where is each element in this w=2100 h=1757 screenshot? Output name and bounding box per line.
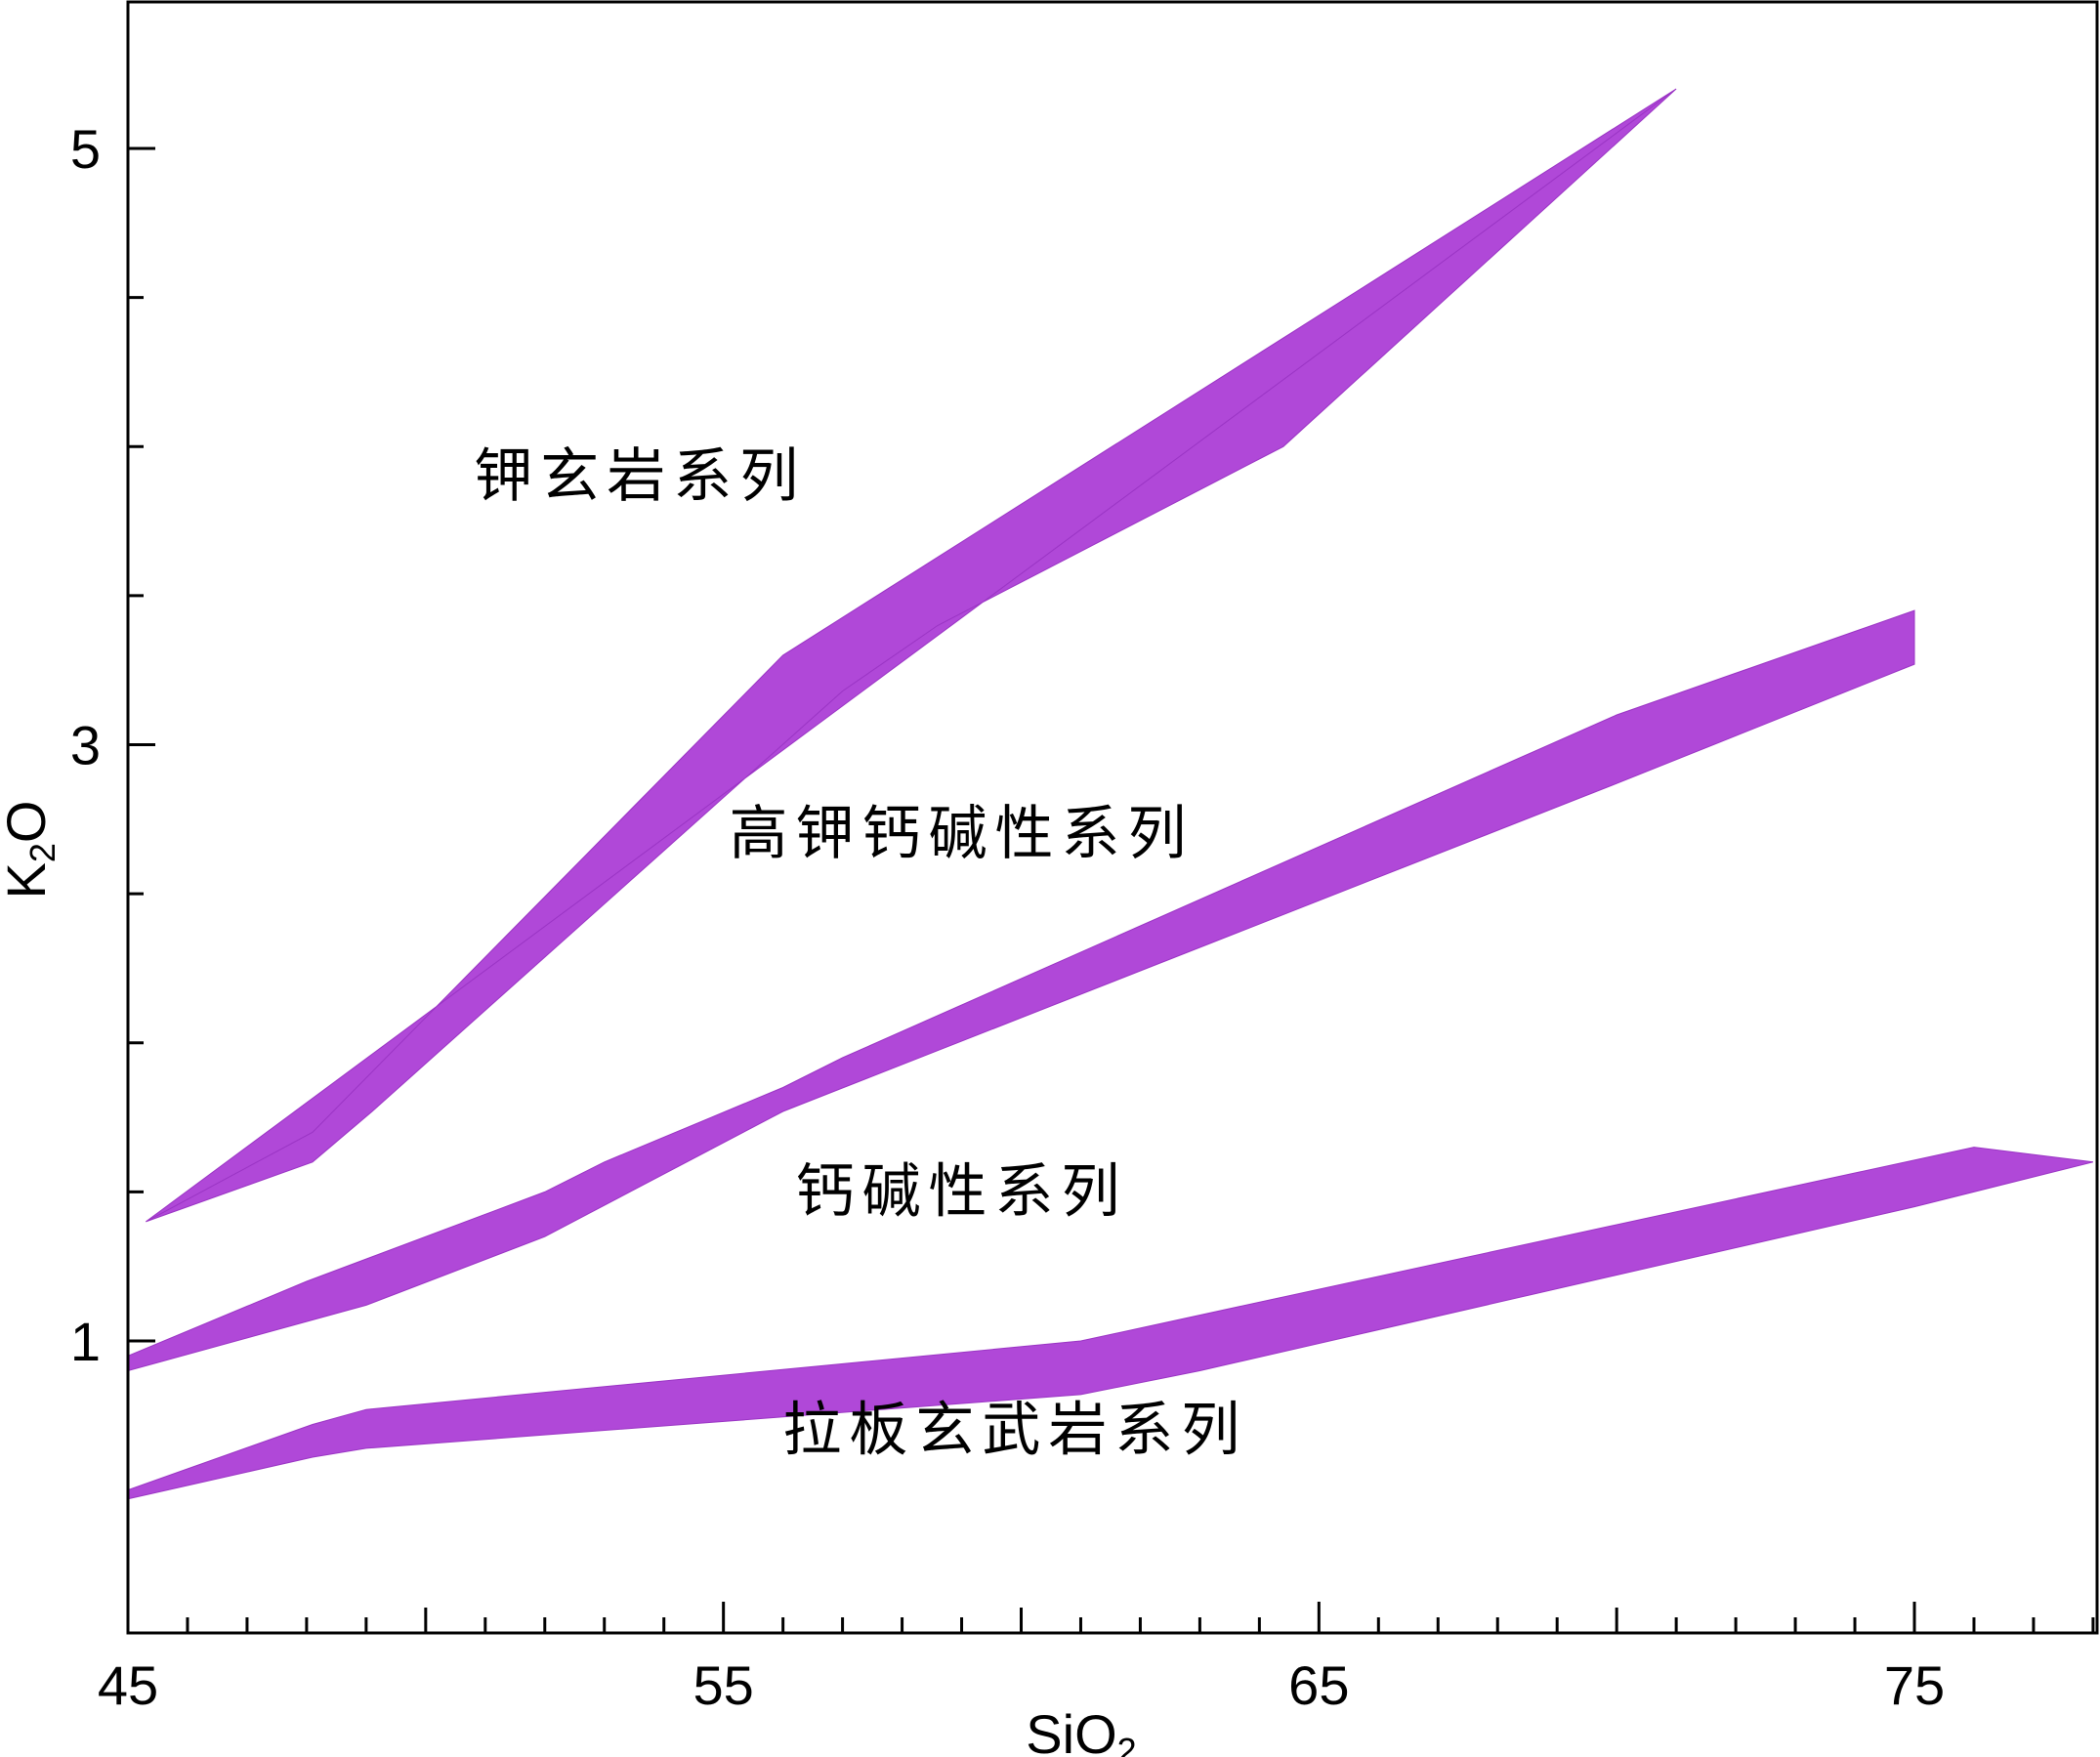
x-axis-title-subscript: 2: [1117, 1731, 1137, 1757]
y-axis-title-tail: O: [0, 801, 57, 844]
x-tick-label: 45: [98, 1654, 158, 1716]
region-label-4: 拉板玄武岩系列: [782, 1397, 1247, 1465]
y-axis-title-base: K: [0, 862, 57, 899]
y-axis-title: K2O: [0, 801, 63, 899]
y-tick-label: 3: [70, 715, 101, 776]
x-tick-label: 75: [1884, 1654, 1945, 1716]
series-bands: [127, 88, 2094, 1500]
x-axis-title-base: SiO: [1026, 1703, 1116, 1757]
y-tick-label: 1: [70, 1311, 101, 1372]
region-label-1: 钾玄岩系列: [474, 442, 806, 511]
x-axis-title: SiO2: [1026, 1703, 1136, 1757]
band-2: [127, 609, 1915, 1372]
band-3: [127, 1147, 2094, 1500]
plot-frame: [126, 0, 2099, 1635]
axis-ticks: 45 55 65 75 1 3 5: [70, 118, 2095, 1716]
region-label-3: 钙碱性系列: [796, 1157, 1128, 1226]
y-tick-label: 5: [70, 118, 101, 180]
band-1: [146, 88, 1677, 1223]
x-tick-label: 65: [1288, 1654, 1349, 1716]
region-label-2: 高钾钙碱性系列: [730, 800, 1195, 868]
x-tick-label: 55: [693, 1654, 754, 1716]
y-axis-title-subscript: 2: [22, 843, 63, 862]
